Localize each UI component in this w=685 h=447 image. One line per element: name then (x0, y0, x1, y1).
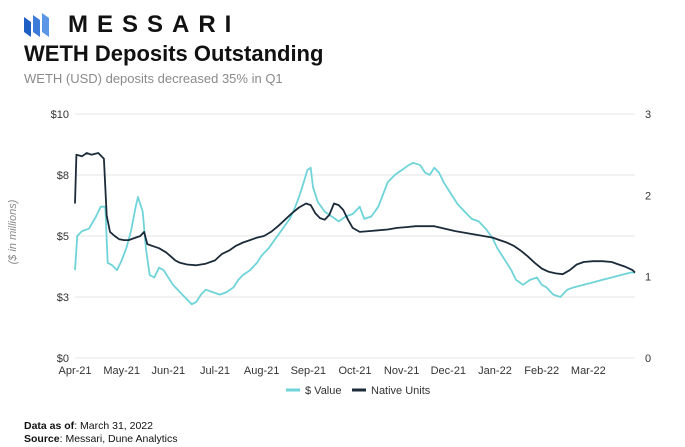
x-tick-label: Jul-21 (200, 365, 230, 377)
messari-logo-icon (24, 13, 49, 37)
brand-logo: MESSARI (24, 11, 241, 38)
x-tick-label: Aug-21 (244, 365, 279, 377)
x-tick-label: Nov-21 (384, 365, 419, 377)
x-tick-label: Feb-22 (524, 365, 559, 377)
y-tick-label: $3 (57, 292, 69, 304)
x-tick-label: Oct-21 (338, 365, 371, 377)
x-tick-label: Jan-22 (478, 365, 512, 377)
footer-data-as-of-label: Data as of (24, 420, 75, 432)
page-title: WETH Deposits Outstanding (24, 41, 324, 66)
chart-grid (75, 113, 635, 359)
y-axis-label: ($ in millions) (7, 199, 19, 264)
series-line-value (74, 161, 635, 306)
x-tick-label: Dec-21 (431, 365, 466, 377)
footer-data-as-of-value: : March 31, 2022 (74, 420, 153, 432)
series-line-native (74, 152, 636, 276)
x-axis: Apr-21 May-21 Jun-21 Jul-21 Aug-21 Sep-21 Oct-… (58, 365, 605, 377)
page-subtitle: WETH (USD) deposits decreased 35% in Q1 (24, 71, 283, 86)
x-tick-label: Jun-21 (152, 365, 186, 377)
line-chart: $0 $3 $5 $8 $10 0 1 2 3 Apr-21 May-21 Jun-21 Jul-2… (7, 109, 651, 397)
footer-data-as-of: Data as of: March 31, 2022 (24, 420, 153, 432)
y2-tick-label: 0 (645, 353, 651, 365)
x-tick-label: Apr-21 (58, 365, 91, 377)
x-tick-label: Sep-21 (291, 365, 326, 377)
x-tick-label: May-21 (103, 365, 140, 377)
y-tick-label: $10 (51, 109, 69, 121)
brand-name: MESSARI (68, 11, 241, 38)
y-axis-left: $0 $3 $5 $8 $10 (51, 109, 69, 365)
y-tick-label: $0 (57, 353, 69, 365)
x-tick-label: Mar-22 (571, 365, 606, 377)
y2-tick-label: 2 (645, 190, 651, 202)
y-tick-label: $8 (57, 170, 69, 182)
legend-label-native: Native Units (371, 385, 431, 397)
y2-tick-label: 1 (645, 272, 651, 284)
footer-source: Source: Messari, Dune Analytics (24, 433, 178, 445)
y-tick-label: $5 (57, 231, 69, 243)
footer-source-value: : Messari, Dune Analytics (59, 433, 178, 445)
legend-label-value: $ Value (305, 385, 342, 397)
y-axis-right: 0 1 2 3 (645, 109, 651, 365)
chart-legend: $ Value Native Units (286, 385, 431, 397)
footer-source-label: Source (24, 433, 60, 445)
y2-tick-label: 3 (645, 109, 651, 121)
